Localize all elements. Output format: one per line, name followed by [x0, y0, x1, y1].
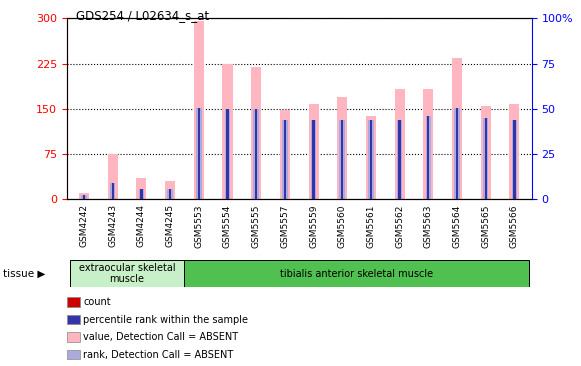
- Text: percentile rank within the sample: percentile rank within the sample: [83, 314, 248, 325]
- Text: GSM5563: GSM5563: [424, 204, 433, 248]
- Text: GSM5562: GSM5562: [395, 204, 404, 247]
- Bar: [370, 195, 372, 199]
- Text: GSM5561: GSM5561: [367, 204, 375, 248]
- Text: GSM5560: GSM5560: [338, 204, 347, 248]
- Bar: [510, 104, 519, 199]
- Bar: [107, 154, 118, 199]
- Text: GSM5554: GSM5554: [223, 204, 232, 247]
- Bar: [284, 120, 286, 199]
- Text: value, Detection Call = ABSENT: value, Detection Call = ABSENT: [83, 332, 238, 342]
- Bar: [399, 195, 401, 199]
- Bar: [184, 260, 529, 287]
- Bar: [227, 195, 229, 199]
- Bar: [480, 106, 491, 199]
- Bar: [337, 97, 347, 199]
- Bar: [167, 189, 173, 199]
- Bar: [512, 120, 517, 199]
- Bar: [140, 189, 142, 199]
- Bar: [253, 109, 259, 199]
- Text: GDS254 / L02634_s_at: GDS254 / L02634_s_at: [76, 9, 209, 22]
- Bar: [282, 120, 288, 199]
- Bar: [255, 109, 257, 199]
- Text: GSM5559: GSM5559: [309, 204, 318, 248]
- Text: GSM5566: GSM5566: [510, 204, 519, 248]
- Text: extraocular skeletal
muscle: extraocular skeletal muscle: [79, 263, 175, 284]
- Bar: [456, 195, 458, 199]
- Bar: [196, 108, 202, 199]
- Text: GSM4243: GSM4243: [108, 204, 117, 247]
- Bar: [427, 116, 429, 199]
- Bar: [227, 109, 229, 199]
- Bar: [341, 120, 343, 199]
- Bar: [198, 195, 200, 199]
- Bar: [198, 108, 200, 199]
- Bar: [223, 64, 232, 199]
- Text: GSM4242: GSM4242: [80, 204, 88, 247]
- Bar: [137, 178, 146, 199]
- Bar: [513, 195, 515, 199]
- Bar: [424, 89, 433, 199]
- Text: GSM5553: GSM5553: [194, 204, 203, 248]
- Bar: [427, 195, 429, 199]
- Bar: [485, 195, 487, 199]
- Bar: [70, 260, 184, 287]
- Bar: [456, 108, 458, 199]
- Text: count: count: [83, 297, 111, 307]
- Bar: [169, 195, 171, 199]
- Bar: [280, 110, 290, 199]
- Bar: [255, 195, 257, 199]
- Bar: [284, 195, 286, 199]
- Bar: [425, 116, 431, 199]
- Bar: [399, 120, 401, 199]
- Text: GSM5565: GSM5565: [481, 204, 490, 248]
- Text: GSM4245: GSM4245: [166, 204, 175, 247]
- Bar: [251, 67, 261, 199]
- Bar: [311, 120, 316, 199]
- Bar: [485, 118, 487, 199]
- Text: GSM5557: GSM5557: [281, 204, 289, 248]
- Bar: [313, 120, 315, 199]
- Bar: [368, 120, 374, 199]
- Bar: [112, 183, 114, 199]
- Bar: [225, 109, 230, 199]
- Bar: [309, 104, 318, 199]
- Bar: [110, 183, 116, 199]
- Bar: [81, 195, 87, 199]
- Bar: [339, 120, 345, 199]
- Text: GSM4244: GSM4244: [137, 204, 146, 247]
- Text: tibialis anterior skeletal muscle: tibialis anterior skeletal muscle: [280, 269, 433, 279]
- Bar: [169, 189, 171, 199]
- Bar: [79, 193, 89, 199]
- Bar: [194, 21, 204, 199]
- Bar: [454, 108, 460, 199]
- Bar: [313, 195, 315, 199]
- Bar: [394, 89, 404, 199]
- Bar: [366, 116, 376, 199]
- Text: tissue ▶: tissue ▶: [3, 269, 45, 279]
- Bar: [165, 182, 175, 199]
- Bar: [513, 120, 515, 199]
- Text: rank, Detection Call = ABSENT: rank, Detection Call = ABSENT: [83, 350, 234, 360]
- Bar: [83, 195, 85, 199]
- Bar: [483, 118, 489, 199]
- Bar: [140, 195, 142, 199]
- Bar: [112, 195, 114, 199]
- Bar: [397, 120, 403, 199]
- Bar: [139, 189, 144, 199]
- Bar: [370, 120, 372, 199]
- Text: GSM5564: GSM5564: [453, 204, 461, 247]
- Text: GSM5555: GSM5555: [252, 204, 261, 248]
- Bar: [452, 57, 462, 199]
- Bar: [341, 195, 343, 199]
- Bar: [83, 195, 85, 199]
